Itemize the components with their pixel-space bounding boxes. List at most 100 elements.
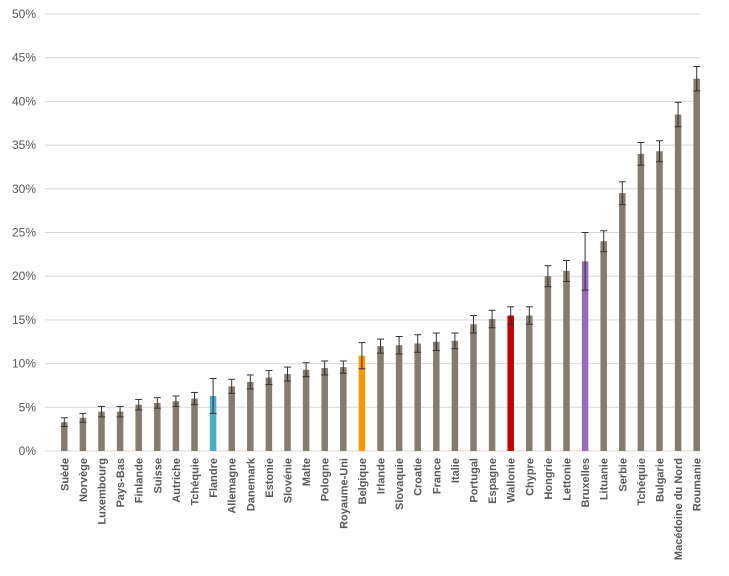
- error-bar: [302, 362, 310, 378]
- bar: [265, 377, 273, 451]
- bar: [637, 153, 645, 451]
- x-tick-label: Portugal: [469, 458, 481, 503]
- y-tick-label: 30%: [12, 182, 36, 196]
- bar: [600, 241, 607, 451]
- x-tick-label: Bruxelles: [580, 458, 592, 508]
- error-bar: [339, 360, 347, 374]
- x-tick-label: Wallonie: [506, 458, 518, 503]
- error-bar: [60, 417, 68, 428]
- x-tick-label: Slovénie: [283, 458, 295, 503]
- error-bar: [432, 332, 440, 351]
- bar: [340, 367, 347, 451]
- bar: [433, 341, 440, 451]
- x-tick-label: Tchéquie: [636, 458, 648, 505]
- error-bar: [414, 334, 422, 353]
- bar: [395, 345, 403, 451]
- x-tick-label: Macédoine du Nord: [673, 458, 685, 560]
- y-tick-label: 15%: [12, 313, 36, 327]
- bar: [209, 395, 217, 451]
- x-tick-label: Allemagne: [227, 458, 239, 514]
- error-bar: [581, 232, 589, 291]
- error-bar: [693, 65, 701, 92]
- bar: [544, 276, 552, 451]
- bar: [377, 346, 384, 451]
- error-bar: [656, 140, 663, 163]
- error-bar: [563, 259, 570, 282]
- error-bar: [618, 181, 626, 206]
- error-bar: [674, 101, 682, 128]
- error-bar: [135, 398, 143, 411]
- x-tick-label: Norvège: [78, 458, 90, 502]
- bar: [191, 398, 198, 451]
- y-axis-tick-labels: 0% 5% 10% 15% 20% 25% 30% 35% 40% 45% 50%: [12, 7, 36, 458]
- bar: [61, 422, 68, 451]
- bar: [284, 374, 291, 451]
- x-tick-label: Italie: [450, 458, 462, 483]
- x-tick-label: Roumanie: [692, 458, 704, 511]
- x-tick-label: Lituanie: [599, 458, 611, 500]
- bar: [79, 417, 87, 451]
- bar: [674, 114, 682, 451]
- error-bar: [451, 332, 459, 350]
- error-bar: [265, 370, 273, 386]
- x-tick-label: France: [431, 458, 443, 494]
- error-bar: [321, 360, 329, 376]
- bar: [321, 367, 328, 451]
- bar: [693, 78, 700, 452]
- y-tick-label: 0%: [19, 444, 37, 458]
- x-tick-label: Espagne: [487, 458, 499, 504]
- bar: [656, 151, 663, 451]
- x-tick-label: Bulgarie: [655, 458, 667, 502]
- bar: [414, 343, 421, 451]
- error-bar: [116, 405, 124, 418]
- error-bar: [507, 306, 515, 325]
- x-tick-label: Chypre: [524, 458, 536, 496]
- error-bar: [488, 309, 496, 329]
- error-bar: [153, 397, 161, 409]
- error-bar: [284, 366, 291, 382]
- y-tick-label: 20%: [12, 269, 36, 283]
- y-tick-label: 35%: [12, 138, 36, 152]
- y-tick-label: 40%: [12, 94, 36, 108]
- y-tick-label: 25%: [12, 226, 36, 240]
- error-bar: [79, 412, 87, 423]
- bar: [98, 411, 105, 451]
- x-tick-label: Estonie: [264, 458, 276, 498]
- x-tick-label: Flandre: [208, 458, 220, 498]
- bar: [302, 369, 310, 451]
- bar: [358, 355, 366, 451]
- x-tick-label: Irlande: [376, 458, 388, 494]
- x-tick-label: Suisse: [152, 458, 164, 493]
- bar: [116, 411, 124, 451]
- x-tick-label: Hongrie: [543, 458, 555, 500]
- error-bar: [358, 342, 366, 370]
- x-tick-label: Malte: [301, 458, 313, 486]
- bar: [488, 319, 496, 451]
- bar: [507, 315, 514, 451]
- error-bar: [637, 141, 645, 166]
- error-bar: [600, 230, 608, 253]
- x-tick-label: Danemark: [245, 457, 257, 511]
- bar: [228, 386, 235, 451]
- y-tick-label: 50%: [12, 7, 36, 21]
- x-tick-label: Royaume-Uni: [338, 458, 350, 529]
- x-tick-label: Belgique: [357, 458, 369, 504]
- x-tick-label: Tchéquie: [190, 458, 202, 505]
- error-bar: [525, 306, 533, 325]
- bar: [451, 340, 459, 451]
- x-tick-label: Croatie: [413, 458, 425, 496]
- bar: [470, 324, 477, 451]
- bar: [581, 261, 589, 451]
- y-tick-label: 5%: [19, 400, 37, 414]
- x-tick-label: Pays-Bas: [115, 458, 127, 508]
- x-tick-label: Finlande: [134, 458, 146, 503]
- x-tick-label: Luxembourg: [97, 458, 109, 525]
- error-bar: [470, 315, 477, 334]
- bar: [619, 193, 626, 452]
- x-tick-label: Lettonie: [562, 458, 574, 501]
- x-tick-label: Suède: [59, 458, 71, 491]
- x-tick-label: Slovaquie: [394, 458, 406, 510]
- x-tick-label: Pologne: [320, 458, 332, 501]
- bars: [61, 78, 700, 452]
